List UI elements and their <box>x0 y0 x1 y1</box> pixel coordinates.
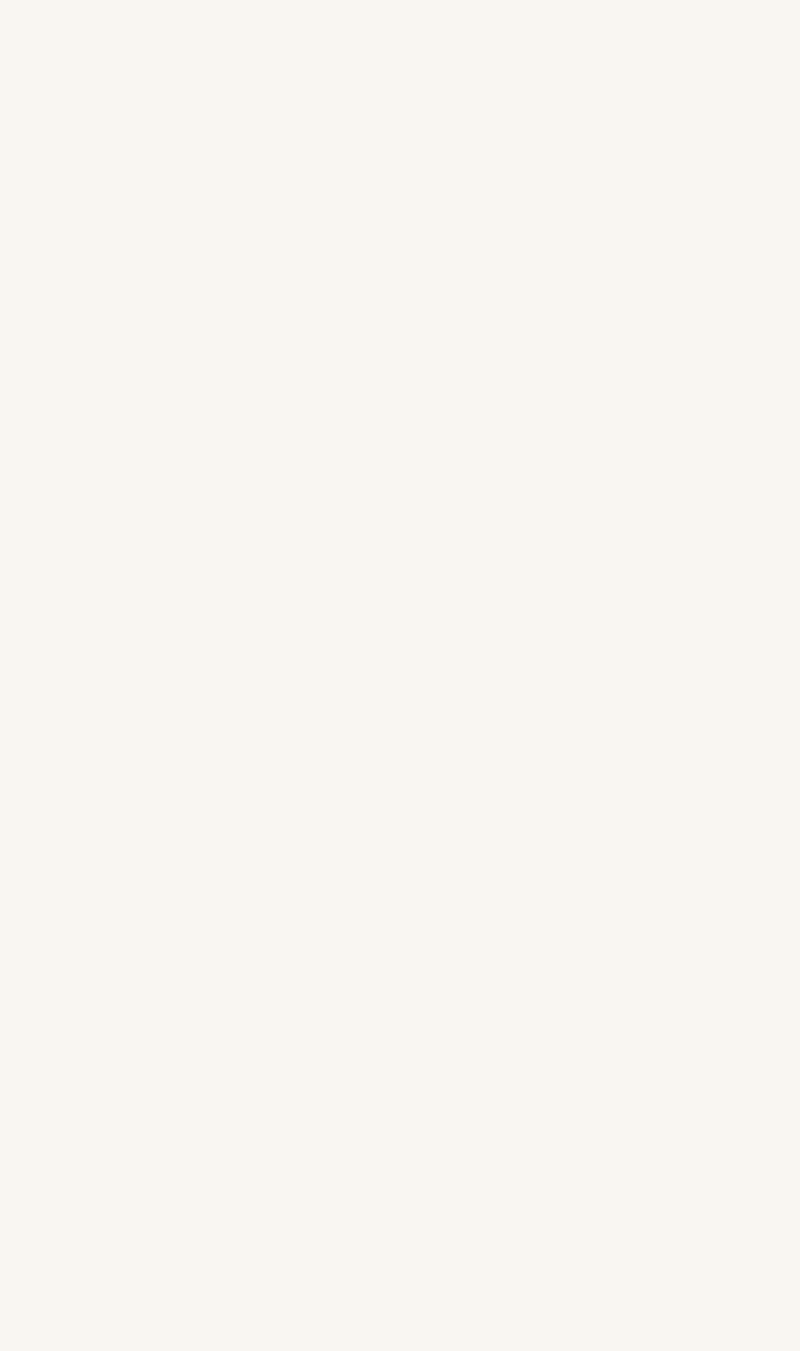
document-page <box>0 0 800 1351</box>
